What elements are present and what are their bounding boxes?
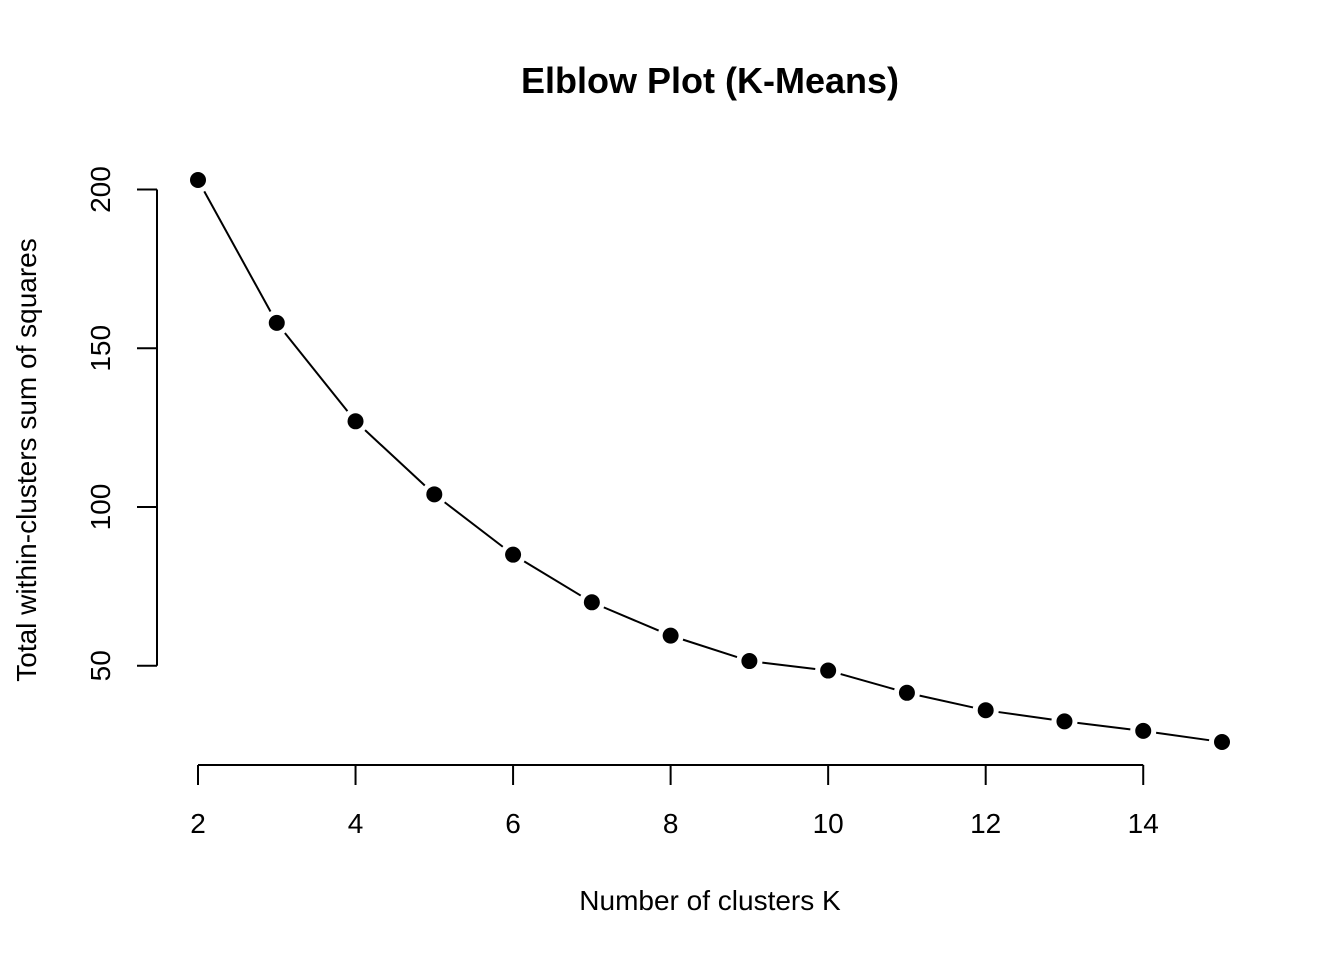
data-point	[505, 546, 522, 563]
series-segment	[603, 606, 660, 632]
series-segment	[1077, 721, 1131, 731]
data-point	[1056, 713, 1073, 730]
series-segment	[840, 673, 895, 691]
y-tick-label: 150	[85, 325, 116, 372]
x-axis-label: Number of clusters K	[579, 885, 841, 916]
data-point	[426, 486, 443, 503]
series-segment	[203, 190, 272, 312]
data-point	[347, 413, 364, 430]
data-point	[1214, 734, 1230, 750]
y-tick-label: 200	[85, 166, 116, 213]
series-segment	[919, 694, 974, 709]
data-point	[583, 594, 600, 611]
y-axis-label: Total within-clusters sum of squares	[11, 238, 42, 682]
chart-title: Elblow Plot (K-Means)	[521, 60, 899, 101]
data-point	[268, 314, 285, 331]
data-point	[741, 653, 758, 670]
series-segment	[998, 711, 1052, 721]
data-point	[1135, 722, 1152, 739]
data-point	[662, 627, 679, 644]
data-point	[190, 172, 206, 188]
series-line-group	[203, 190, 1210, 742]
series-segment	[284, 332, 349, 412]
x-axis: 2 4 6 8 10 12 14	[190, 764, 1159, 839]
y-tick-label: 100	[85, 484, 116, 531]
series-segment	[523, 560, 582, 597]
y-tick-label: 50	[85, 650, 116, 681]
series-segment	[444, 501, 504, 548]
series-segment	[682, 638, 738, 658]
x-tick-label: 14	[1128, 808, 1159, 839]
data-point	[820, 662, 837, 679]
series-segment	[364, 429, 426, 487]
data-points-group	[190, 172, 1230, 750]
data-point	[977, 702, 994, 719]
data-point	[898, 684, 915, 701]
x-tick-label: 10	[813, 808, 844, 839]
x-tick-label: 8	[663, 808, 679, 839]
series-segment	[1155, 731, 1210, 742]
x-tick-label: 4	[348, 808, 364, 839]
x-tick-label: 12	[970, 808, 1001, 839]
x-tick-label: 2	[190, 808, 206, 839]
x-tick-label: 6	[505, 808, 521, 839]
series-segment	[762, 661, 816, 670]
y-axis: 50 100 150 200	[85, 166, 158, 681]
